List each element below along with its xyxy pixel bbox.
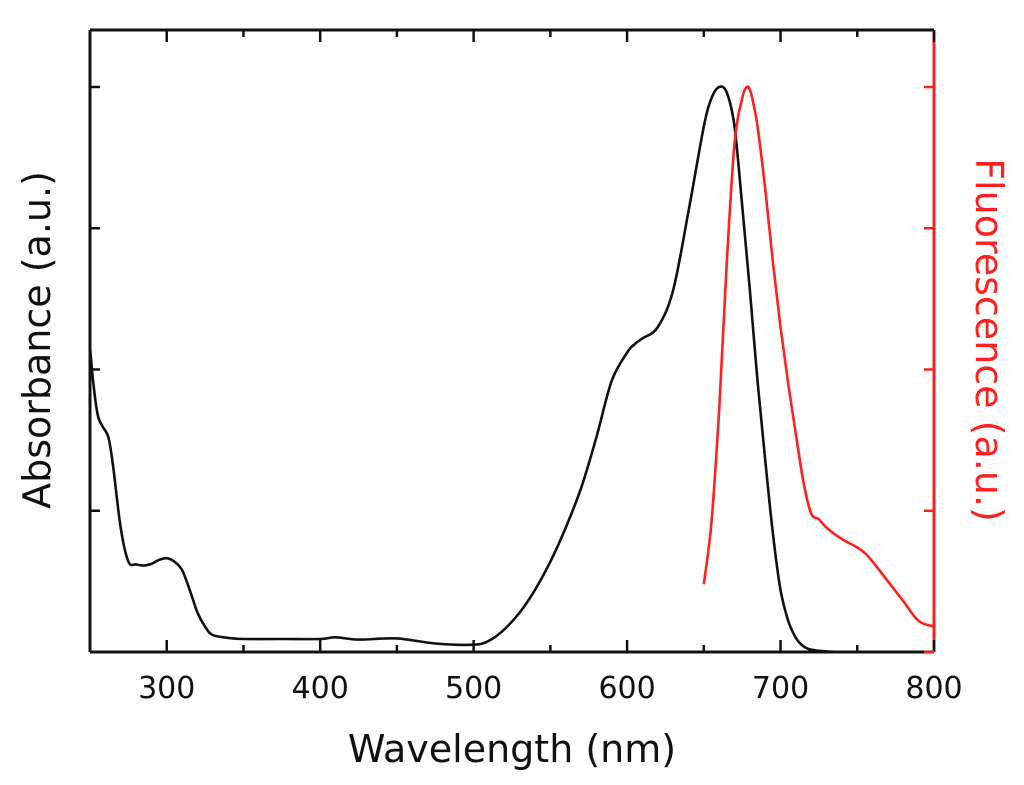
axes-layer <box>88 28 936 654</box>
absorbance-curve <box>88 85 842 654</box>
x-tick-label: 700 <box>752 671 809 706</box>
x-tick-label: 400 <box>292 671 349 706</box>
ticks-layer <box>88 30 936 654</box>
x-tick-label: 300 <box>138 671 195 706</box>
fluorescence-curve <box>702 85 935 628</box>
x-tick-label: 500 <box>445 671 502 706</box>
tick-labels-layer: 300 400 500 600 700 800 <box>138 671 963 706</box>
y-axis-right-title: Fluorescence (a.u.) <box>967 158 1011 522</box>
curves-layer <box>88 85 935 654</box>
x-tick-label: 800 <box>905 671 962 706</box>
y-axis-left-title: Absorbance (a.u.) <box>15 171 59 509</box>
x-axis-title: Wavelength (nm) <box>348 727 676 771</box>
x-tick-label: 600 <box>598 671 655 706</box>
